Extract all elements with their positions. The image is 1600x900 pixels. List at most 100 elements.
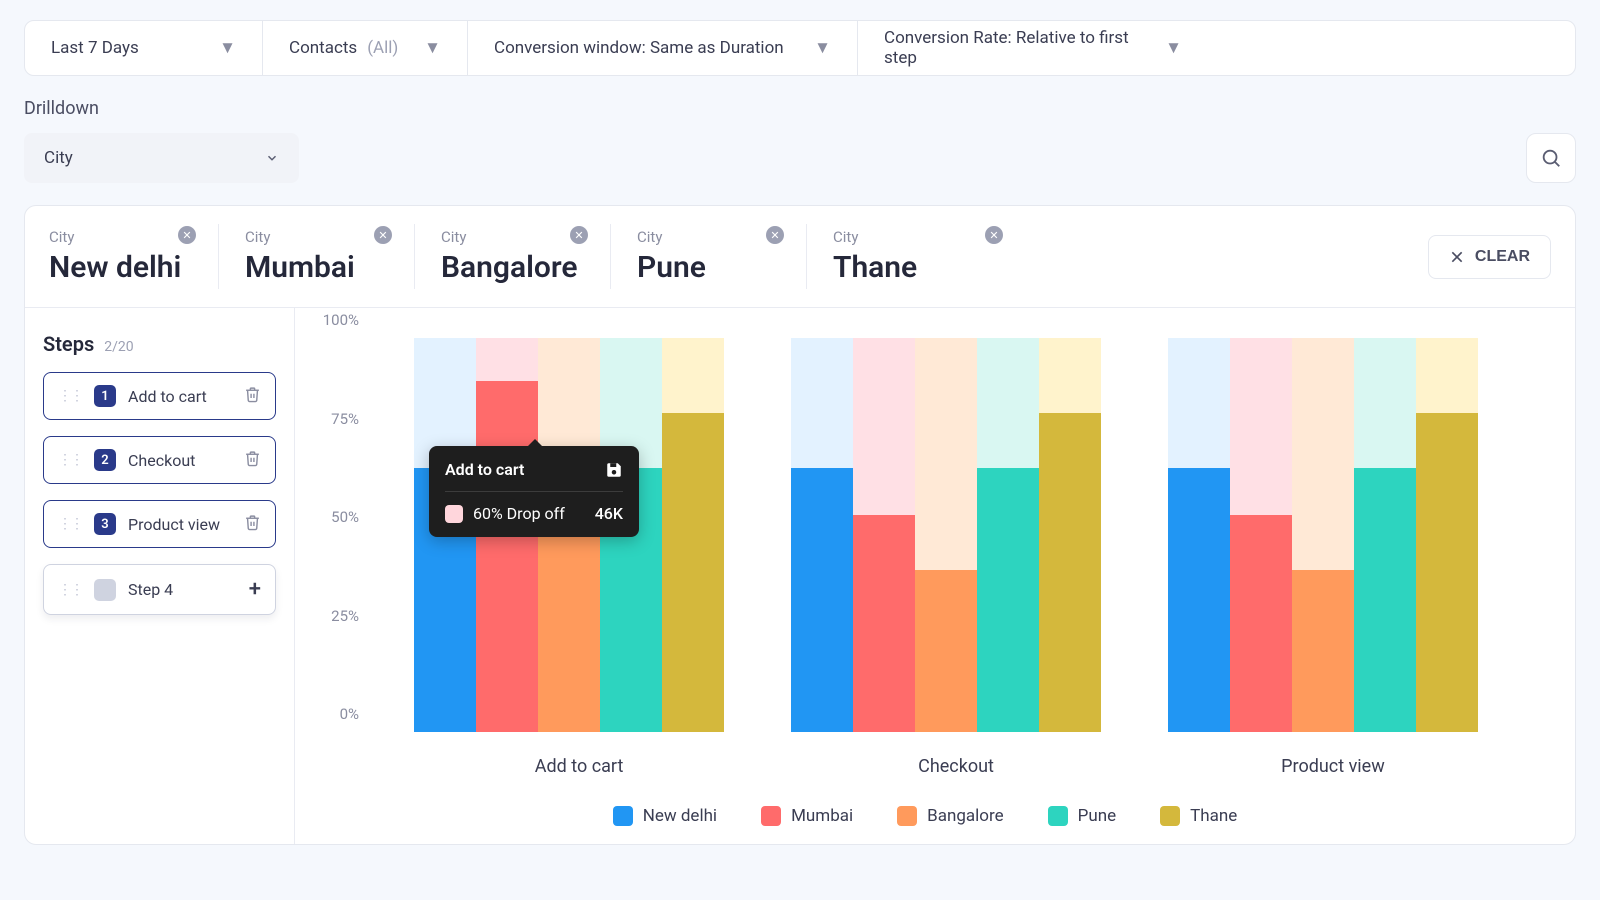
add-step-button[interactable]: ⋮⋮ Step 4 +: [43, 564, 276, 615]
delete-step-button[interactable]: [244, 450, 261, 471]
filter-date-range-label: Last 7 Days: [51, 38, 139, 58]
legend-swatch: [1048, 806, 1068, 826]
chart-tooltip: Add to cart 60% Drop off 46K: [429, 446, 639, 537]
drilldown-select[interactable]: City: [24, 133, 299, 183]
plus-icon: +: [249, 577, 261, 602]
steps-title: Steps: [43, 332, 94, 356]
step-item[interactable]: ⋮⋮ 1 Add to cart: [43, 372, 276, 420]
drilldown-chip: City Thane ✕: [833, 224, 1003, 289]
chart-legend: New delhi Mumbai Bangalore Pune Thane: [305, 806, 1545, 826]
chip-value: New delhi: [49, 250, 192, 285]
chip-value: Pune: [637, 250, 780, 285]
filter-contacts[interactable]: Contacts (All) ▼: [263, 21, 468, 75]
step-number: 3: [94, 513, 116, 535]
add-step-label: Step 4: [128, 580, 173, 599]
bar[interactable]: [977, 338, 1039, 732]
chip-value: Bangalore: [441, 250, 584, 285]
legend-swatch: [761, 806, 781, 826]
drilldown-chip: City Mumbai ✕: [245, 224, 415, 289]
chip-remove-button[interactable]: ✕: [570, 226, 588, 244]
steps-count: 2/20: [104, 339, 133, 355]
chart-grid: 0%25%50%75%100% Add to cart 60% Drop off…: [367, 330, 1545, 740]
y-tick-label: 100%: [305, 311, 359, 329]
legend-label: New delhi: [643, 806, 717, 826]
legend-swatch: [613, 806, 633, 826]
bar[interactable]: [1416, 338, 1478, 732]
y-tick-label: 75%: [305, 410, 359, 428]
legend-label: Pune: [1078, 806, 1117, 826]
save-icon: [605, 461, 623, 479]
y-tick-label: 0%: [305, 705, 359, 723]
chip-dimension: City: [441, 228, 584, 246]
chip-remove-button[interactable]: ✕: [374, 226, 392, 244]
legend-swatch: [1160, 806, 1180, 826]
legend-item[interactable]: New delhi: [613, 806, 717, 826]
x-axis-label: Checkout: [918, 756, 994, 777]
bar[interactable]: [853, 338, 915, 732]
filter-conversion-rate[interactable]: Conversion Rate: Relative to first step …: [858, 21, 1208, 75]
bar[interactable]: [1354, 338, 1416, 732]
step-item[interactable]: ⋮⋮ 2 Checkout: [43, 436, 276, 484]
legend-item[interactable]: Bangalore: [897, 806, 1003, 826]
step-number: 1: [94, 385, 116, 407]
step-label: Product view: [128, 515, 220, 534]
bar-group: [1168, 338, 1498, 732]
bar[interactable]: [1230, 338, 1292, 732]
filter-conversion-window[interactable]: Conversion window: Same as Duration ▼: [468, 21, 858, 75]
tooltip-swatch: [445, 505, 463, 523]
chip-value: Thane: [833, 250, 977, 285]
x-axis-label: Add to cart: [535, 756, 624, 777]
bar[interactable]: [915, 338, 977, 732]
drag-handle-icon[interactable]: ⋮⋮: [58, 516, 82, 532]
bar[interactable]: [1039, 338, 1101, 732]
bar-group: [791, 338, 1121, 732]
legend-item[interactable]: Thane: [1160, 806, 1237, 826]
chart-area: 0%25%50%75%100% Add to cart 60% Drop off…: [295, 308, 1575, 844]
drag-handle-icon[interactable]: ⋮⋮: [58, 452, 82, 468]
tooltip-text: 60% Drop off: [473, 504, 565, 523]
drilldown-chip: City Pune ✕: [637, 224, 807, 289]
bar[interactable]: [1168, 338, 1230, 732]
legend-label: Bangalore: [927, 806, 1003, 826]
bar[interactable]: [1292, 338, 1354, 732]
clear-button[interactable]: CLEAR: [1428, 235, 1551, 279]
bar[interactable]: [662, 338, 724, 732]
chip-remove-button[interactable]: ✕: [178, 226, 196, 244]
chevron-down-icon: [265, 151, 279, 165]
legend-label: Mumbai: [791, 806, 853, 826]
filter-bar: Last 7 Days ▼ Contacts (All) ▼ Conversio…: [24, 20, 1576, 76]
delete-step-button[interactable]: [244, 514, 261, 535]
y-tick-label: 25%: [305, 607, 359, 625]
drilldown-chip: City Bangalore ✕: [441, 224, 611, 289]
drilldown-row: City: [24, 133, 1576, 183]
step-label: Checkout: [128, 451, 195, 470]
steps-panel: Steps 2/20 ⋮⋮ 1 Add to cart ⋮⋮ 2 Checkou…: [25, 308, 295, 844]
chip-remove-button[interactable]: ✕: [985, 226, 1003, 244]
drag-handle-icon[interactable]: ⋮⋮: [58, 388, 82, 404]
drilldown-field: City: [44, 148, 73, 168]
main-card: City New delhi ✕ City Mumbai ✕ City Bang…: [24, 205, 1576, 845]
filter-conversion-window-label: Conversion window: Same as Duration: [494, 38, 784, 58]
legend-item[interactable]: Mumbai: [761, 806, 853, 826]
chevron-down-icon: ▼: [424, 38, 441, 58]
search-icon: [1540, 147, 1562, 169]
chip-remove-button[interactable]: ✕: [766, 226, 784, 244]
chip-dimension: City: [245, 228, 388, 246]
drag-handle-icon: ⋮⋮: [58, 582, 82, 598]
trash-icon: [244, 386, 261, 403]
step-item[interactable]: ⋮⋮ 3 Product view: [43, 500, 276, 548]
search-button[interactable]: [1526, 133, 1576, 183]
bar[interactable]: [791, 338, 853, 732]
legend-item[interactable]: Pune: [1048, 806, 1117, 826]
step-number: 2: [94, 449, 116, 471]
filter-date-range[interactable]: Last 7 Days ▼: [25, 21, 263, 75]
delete-step-button[interactable]: [244, 386, 261, 407]
legend-swatch: [897, 806, 917, 826]
chevron-down-icon: ▼: [814, 38, 831, 58]
chip-dimension: City: [833, 228, 977, 246]
step-placeholder-icon: [94, 579, 116, 601]
x-axis-label: Product view: [1281, 756, 1385, 777]
step-label: Add to cart: [128, 387, 207, 406]
legend-label: Thane: [1190, 806, 1237, 826]
chevron-down-icon: ▼: [219, 38, 236, 58]
